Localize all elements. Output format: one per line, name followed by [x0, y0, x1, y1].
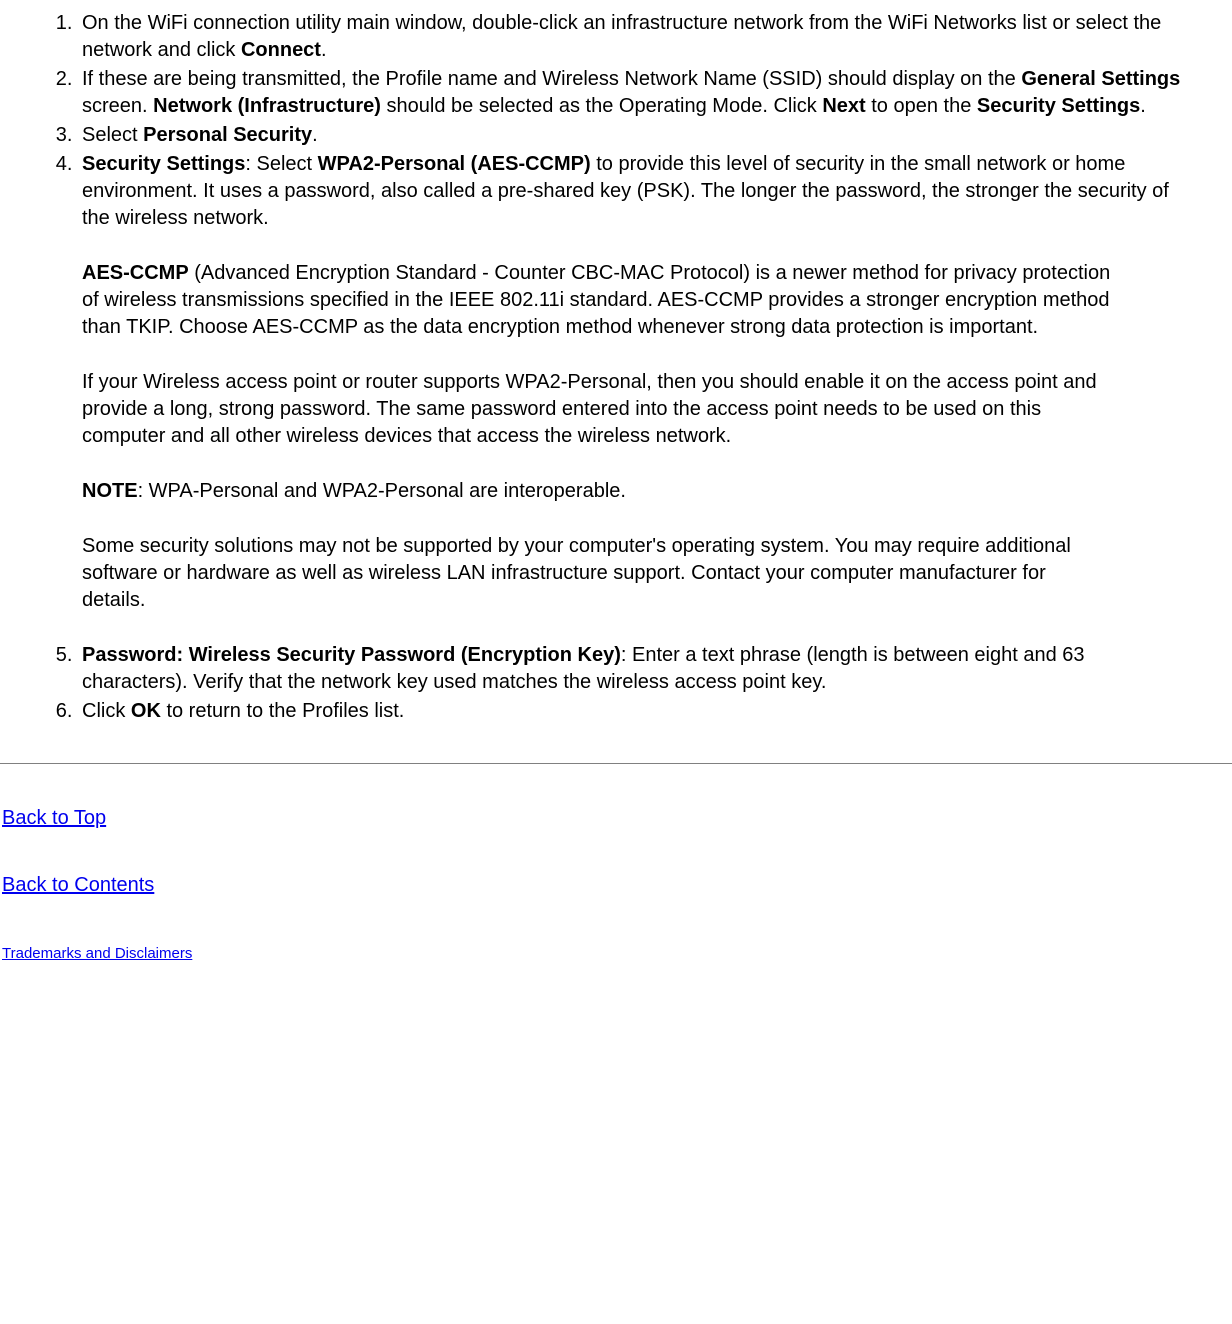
step-6-b1: OK: [131, 700, 161, 722]
step-4-b2: WPA2-Personal (AES-CCMP): [318, 153, 591, 175]
step-1-text-post: .: [321, 39, 327, 61]
document-body: On the WiFi connection utility main wind…: [0, 0, 1232, 996]
step-2-b2: Network (Infrastructure): [153, 95, 381, 117]
step-6-t1: Click: [82, 700, 131, 722]
trademarks-link[interactable]: Trademarks and Disclaimers: [2, 944, 192, 964]
step-3-b1: Personal Security: [143, 124, 312, 146]
step-4-para-os: Some security solutions may not be suppo…: [82, 533, 1192, 614]
link-row-trademarks: Trademarks and Disclaimers: [2, 939, 1232, 966]
step-3: Select Personal Security.: [78, 122, 1192, 149]
bottom-links: Back to Top Back to Contents Trademarks …: [0, 805, 1232, 966]
step-4-p4b: NOTE: [82, 480, 138, 502]
step-4-p2t: (Advanced Encryption Standard - Counter …: [82, 262, 1110, 338]
step-4-para-ap: If your Wireless access point or router …: [82, 369, 1192, 450]
step-4-para-note: NOTE: WPA-Personal and WPA2-Personal are…: [82, 478, 1192, 505]
step-4-p2b: AES-CCMP: [82, 262, 189, 284]
link-row-top: Back to Top: [2, 805, 1232, 832]
steps-list: On the WiFi connection utility main wind…: [0, 10, 1232, 725]
step-2-b3: Next: [822, 95, 865, 117]
step-3-t2: .: [312, 124, 318, 146]
step-3-t1: Select: [82, 124, 143, 146]
step-1: On the WiFi connection utility main wind…: [78, 10, 1192, 64]
back-to-contents-link[interactable]: Back to Contents: [2, 872, 154, 899]
step-2-b4: Security Settings: [977, 95, 1140, 117]
step-2-t2: screen.: [82, 95, 153, 117]
step-4-b1: Security Settings: [82, 153, 245, 175]
step-6: Click OK to return to the Profiles list.: [78, 698, 1192, 725]
step-2-t3: should be selected as the Operating Mode…: [381, 95, 822, 117]
back-to-top-link[interactable]: Back to Top: [2, 805, 106, 832]
step-4-para-aes: AES-CCMP (Advanced Encryption Standard -…: [82, 260, 1192, 341]
step-5: Password: Wireless Security Password (En…: [78, 642, 1192, 696]
step-2-b1: General Settings: [1021, 68, 1180, 90]
step-2-t4: to open the: [866, 95, 977, 117]
step-2-t1: If these are being transmitted, the Prof…: [82, 68, 1021, 90]
link-row-contents: Back to Contents: [2, 872, 1232, 899]
divider: [0, 763, 1232, 765]
step-4: Security Settings: Select WPA2-Personal …: [78, 151, 1192, 614]
step-4-p4t: : WPA-Personal and WPA2-Personal are int…: [138, 480, 626, 502]
step-2: If these are being transmitted, the Prof…: [78, 66, 1192, 120]
step-6-t2: to return to the Profiles list.: [161, 700, 404, 722]
step-1-bold-connect: Connect: [241, 39, 321, 61]
step-4-t1: : Select: [245, 153, 317, 175]
step-5-b1: Password: Wireless Security Password (En…: [82, 644, 621, 666]
step-2-t5: .: [1140, 95, 1146, 117]
